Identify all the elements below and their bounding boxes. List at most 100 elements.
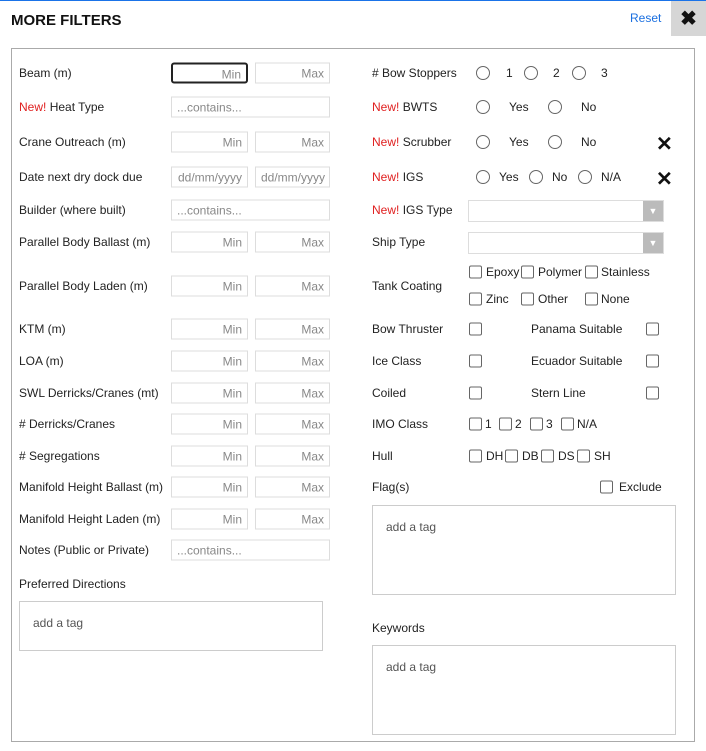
radio-button[interactable]	[578, 170, 592, 184]
max-input[interactable]: dd/mm/yyyy	[255, 166, 330, 188]
checkbox[interactable]	[469, 292, 482, 306]
text-input[interactable]: ...contains...	[171, 96, 330, 118]
radio-button[interactable]	[476, 66, 490, 80]
label-text: Crane Outreach (m)	[19, 135, 126, 149]
preferred-directions-label: Preferred Directions	[19, 577, 126, 591]
label-text: Builder (where built)	[19, 203, 126, 217]
top-accent	[0, 0, 706, 1]
clear-igs-icon[interactable]: ✕	[656, 168, 673, 191]
max-input[interactable]: Max	[255, 382, 330, 404]
max-input[interactable]: Max	[255, 413, 330, 435]
field-label: # Segregations	[19, 449, 100, 463]
label-text: Panama Suitable	[531, 322, 623, 336]
bow-thruster-checkbox[interactable]	[469, 322, 482, 336]
new-badge: New!	[372, 170, 400, 184]
max-input[interactable]: Max	[255, 350, 330, 372]
flags-input[interactable]: add a tag	[372, 505, 676, 595]
checkbox[interactable]	[469, 449, 482, 463]
label-text: # Derricks/Cranes	[19, 417, 116, 431]
reset-link[interactable]: Reset	[630, 11, 662, 25]
min-input[interactable]: dd/mm/yyyy	[171, 166, 248, 188]
keywords-input[interactable]: add a tag	[372, 645, 676, 735]
checkbox[interactable]	[469, 265, 482, 279]
text-input[interactable]: ...contains...	[171, 539, 330, 561]
keywords-label: Keywords	[372, 621, 425, 635]
radio-button[interactable]	[476, 100, 490, 114]
label-text: KTM (m)	[19, 322, 66, 336]
label-text: Flag(s)	[372, 480, 410, 494]
min-input[interactable]: Min	[171, 318, 248, 340]
stern-line-checkbox[interactable]	[646, 386, 659, 400]
checkbox[interactable]	[585, 292, 598, 306]
radio-button[interactable]	[548, 100, 562, 114]
radio-button[interactable]	[548, 135, 562, 149]
radio-button[interactable]	[476, 170, 490, 184]
label-text: LOA (m)	[19, 354, 64, 368]
max-input[interactable]: Max	[255, 445, 330, 467]
checkbox[interactable]	[530, 417, 543, 431]
igs-type-select[interactable]: ▼	[468, 200, 664, 222]
checkbox[interactable]	[521, 265, 534, 279]
field-label: # Derricks/Cranes	[19, 417, 115, 431]
checkbox[interactable]	[585, 265, 598, 279]
max-input[interactable]: Max	[255, 62, 330, 84]
ice-class-checkbox[interactable]	[469, 354, 482, 368]
min-input[interactable]: Min	[171, 231, 248, 253]
label-text: Hull	[372, 449, 393, 463]
checkbox[interactable]	[541, 449, 554, 463]
label-text: Parallel Body Laden (m)	[19, 279, 148, 293]
checkbox[interactable]	[499, 417, 512, 431]
min-input[interactable]: Min	[171, 275, 248, 297]
max-input[interactable]: Max	[255, 131, 330, 153]
radio-button[interactable]	[476, 135, 490, 149]
min-input[interactable]: Min	[171, 382, 248, 404]
close-button[interactable]: ✖	[671, 1, 706, 36]
clear-scrubber-icon[interactable]: ✕	[656, 133, 673, 156]
min-input[interactable]: Min	[171, 131, 248, 153]
checkbox[interactable]	[561, 417, 574, 431]
field-label: LOA (m)	[19, 354, 64, 368]
text-input[interactable]: ...contains...	[171, 199, 330, 221]
checkbox[interactable]	[469, 417, 482, 431]
stern-line-label: Stern Line	[531, 386, 586, 400]
min-input[interactable]: Min	[171, 445, 248, 467]
label-text: Manifold Height Ballast (m)	[19, 480, 164, 494]
field-label: Notes (Public or Private)	[19, 543, 149, 557]
max-input[interactable]: Max	[255, 231, 330, 253]
label-text: # Segregations	[19, 449, 100, 463]
max-input[interactable]: Max	[255, 508, 330, 530]
flags-label: Flag(s)	[372, 480, 409, 494]
ecuador-checkbox[interactable]	[646, 354, 659, 368]
radio-button[interactable]	[524, 66, 538, 80]
label-text: Notes (Public or Private)	[19, 543, 150, 557]
preferred-directions-input[interactable]: add a tag	[19, 601, 323, 651]
ship-type-select[interactable]: ▼	[468, 232, 664, 254]
radio-button[interactable]	[572, 66, 586, 80]
min-input[interactable]: Min	[171, 62, 248, 84]
radio-button[interactable]	[529, 170, 543, 184]
bwts-label: New! BWTS	[372, 100, 437, 114]
min-input[interactable]: Min	[171, 476, 248, 498]
max-input[interactable]: Max	[255, 476, 330, 498]
field-label: KTM (m)	[19, 322, 66, 336]
max-input[interactable]: Max	[255, 275, 330, 297]
label-text: Ice Class	[372, 354, 422, 368]
max-input[interactable]: Max	[255, 318, 330, 340]
exclude-checkbox[interactable]	[600, 480, 613, 494]
checkbox[interactable]	[577, 449, 590, 463]
ship-type-label: Ship Type	[372, 235, 425, 249]
checkbox-label: 3	[546, 417, 553, 431]
new-badge: New!	[372, 100, 400, 114]
min-input[interactable]: Min	[171, 508, 248, 530]
min-input[interactable]: Min	[171, 350, 248, 372]
checkbox[interactable]	[521, 292, 534, 306]
checkbox-label: Polymer	[538, 265, 583, 279]
min-input[interactable]: Min	[171, 413, 248, 435]
panama-checkbox[interactable]	[646, 322, 659, 336]
field-label: SWL Derricks/Cranes (mt)	[19, 386, 159, 400]
checkbox-label: N/A	[577, 417, 598, 431]
checkbox-label: 2	[515, 417, 522, 431]
ecuador-label: Ecuador Suitable	[531, 354, 622, 368]
checkbox[interactable]	[505, 449, 518, 463]
coiled-checkbox[interactable]	[469, 386, 482, 400]
